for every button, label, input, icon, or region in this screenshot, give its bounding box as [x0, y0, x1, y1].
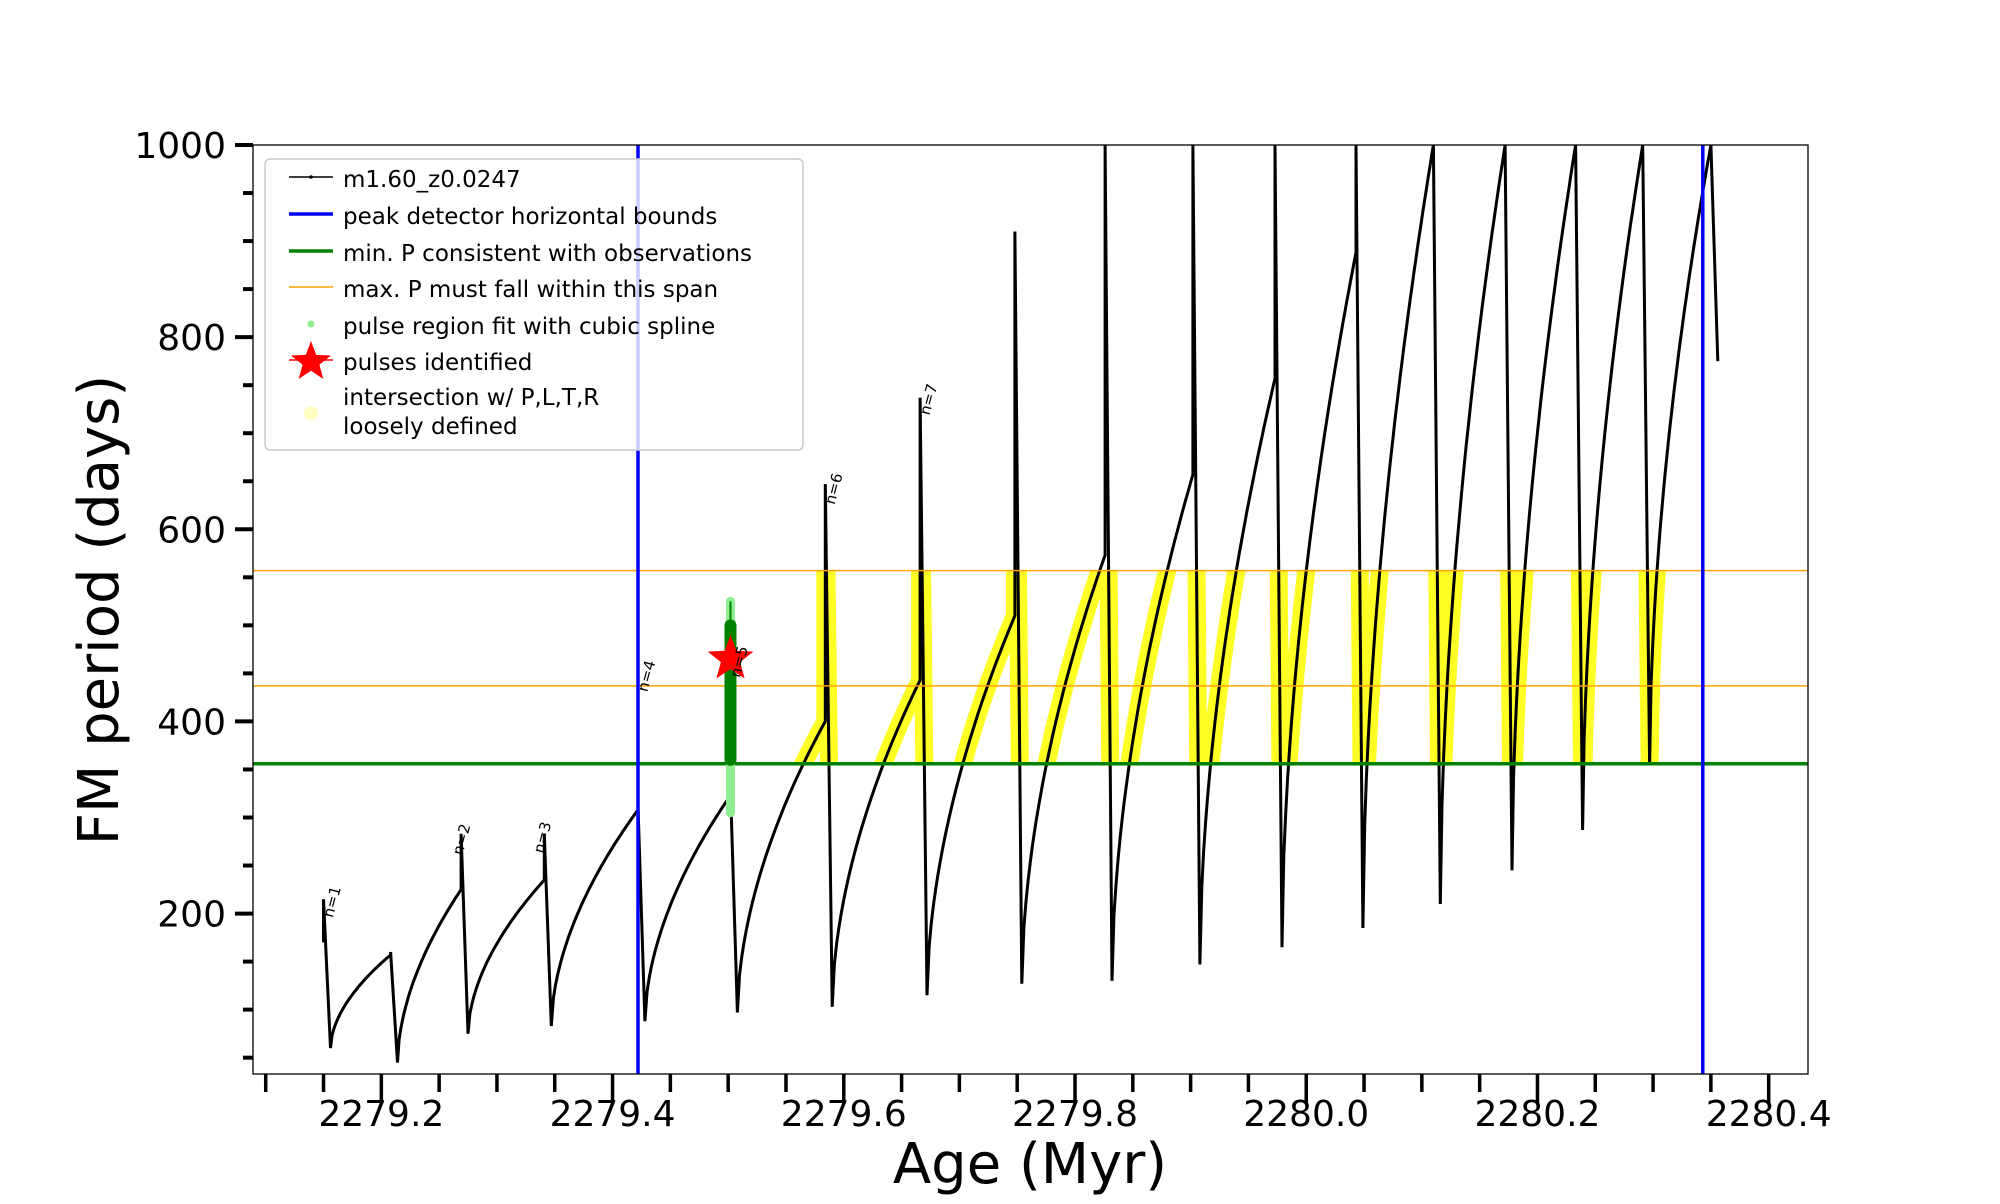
legend-swatch-model-marker	[309, 175, 313, 179]
pulse-label-7: n=7	[916, 382, 942, 417]
x-tick-label: 2279.2	[318, 1094, 444, 1135]
x-tick-label: 2279.8	[1012, 1094, 1138, 1135]
legend-box	[264, 158, 804, 451]
legend-label-model: m1.60_z0.0247	[343, 167, 521, 193]
y-axis-label: FM period (days)	[67, 375, 132, 845]
legend-label-maxp: max. P must fall within this span	[343, 277, 718, 303]
pulse-label-3: n=3	[530, 820, 556, 855]
legend-swatch-pulse-star	[291, 341, 331, 379]
x-tick-label: 2280.2	[1474, 1094, 1600, 1135]
plot-frame	[252, 144, 1809, 1075]
pulse-label-6: n=6	[821, 471, 847, 506]
legend-label-minp: min. P consistent with observations	[343, 241, 752, 267]
model-series-line	[322, 145, 1720, 1063]
y-tick-label: 400	[157, 702, 226, 743]
x-tick-label: 2279.4	[550, 1094, 676, 1135]
legend-label-pulse: pulses identified	[343, 350, 532, 376]
x-tick-label: 2280.0	[1243, 1094, 1369, 1135]
axes: 2279.2 2279.4 2279.6 2279.8 2280.0 2280.2 2280…	[134, 126, 1831, 1135]
legend-label-intersection-2: loosely defined	[343, 414, 518, 440]
x-axis-label: Age (Myr)	[893, 1132, 1167, 1197]
legend-label-spline: pulse region fit with cubic spline	[343, 314, 715, 340]
legend-swatch-intersection	[304, 406, 318, 420]
pulse-identified-star-0	[707, 635, 754, 679]
x-tick-label: 2280.4	[1706, 1094, 1832, 1135]
legend-swatch-spline	[307, 320, 315, 328]
legend-label-bounds: peak detector horizontal bounds	[343, 204, 717, 230]
legend: m1.60_z0.0247 peak detector horizontal b…	[264, 158, 804, 451]
pulse-label-2: n=2	[449, 822, 475, 857]
x-tick-label: 2279.6	[781, 1094, 907, 1135]
y-tick-label: 600	[157, 510, 226, 551]
y-tick-label: 200	[157, 895, 226, 936]
pulse-label-1: n=1	[319, 884, 345, 919]
legend-label-intersection-1: intersection w/ P,L,T,R	[343, 385, 599, 411]
y-tick-label: 800	[157, 318, 226, 359]
plot-area: n=1n=2 n=3n=4 n=5n=6n=7	[253, 145, 1808, 1074]
y-tick-label: 1000	[134, 126, 226, 167]
